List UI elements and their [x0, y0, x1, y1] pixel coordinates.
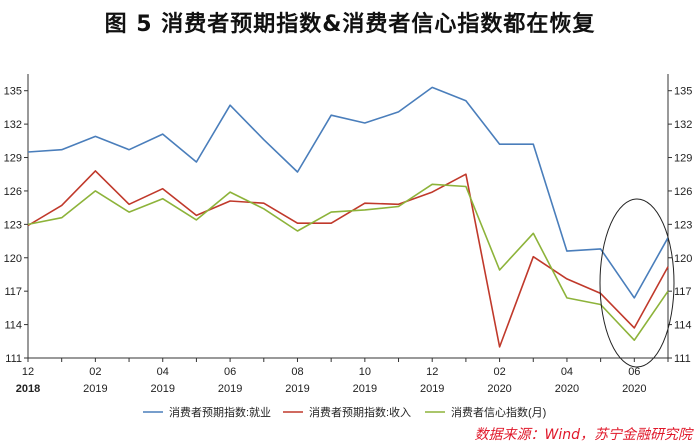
y-tick-label-right: 120	[674, 253, 692, 265]
x-year-label: 2019	[218, 383, 242, 395]
x-year-label: 2019	[83, 383, 107, 395]
x-tick-label: 06	[628, 366, 640, 378]
y-tick-label-left: 126	[4, 186, 22, 198]
series-lines	[27, 86, 669, 348]
x-tick-label: 12	[22, 366, 34, 378]
x-year-label: 2020	[555, 383, 579, 395]
x-year-label: 2020	[487, 383, 511, 395]
chart-title: 图 5 消费者预期指数&消费者信心指数都在恢复	[104, 12, 596, 37]
y-tick-label-right: 123	[674, 219, 692, 231]
y-tick-label-left: 117	[4, 286, 22, 298]
y-tick-label-left: 111	[5, 353, 22, 365]
x-tick-label: 06	[224, 366, 236, 378]
series-line-1	[27, 86, 669, 299]
x-year-label: 2018	[16, 383, 40, 395]
x-tick-label: 02	[493, 366, 505, 378]
y-tick-label-right: 132	[674, 119, 692, 131]
x-tick-label: 10	[359, 366, 371, 378]
legend-label-3: 消费者信心指数(月)	[451, 405, 546, 419]
y-tick-label-right: 135	[674, 86, 692, 98]
x-year-label: 2019	[285, 383, 309, 395]
x-tick-label: 08	[291, 366, 303, 378]
highlight-ellipse	[599, 198, 675, 368]
x-year-label: 2019	[420, 383, 444, 395]
series-line-3	[27, 183, 669, 342]
x-tick-label: 12	[426, 366, 438, 378]
y-tick-label-left: 132	[4, 119, 22, 131]
y-tick-label-left: 135	[4, 86, 22, 98]
x-year-label: 2019	[353, 383, 377, 395]
axes: 111 111 114 114 117 117 120 120 123 123 126 126 129 1…	[4, 74, 692, 395]
x-tick-label: 02	[89, 366, 101, 378]
x-tick-label: 04	[157, 366, 169, 378]
data-source: 数据来源：Wind，苏宁金融研究院	[474, 427, 693, 443]
x-year-label: 2019	[150, 383, 174, 395]
y-tick-label-left: 129	[4, 153, 22, 165]
y-tick-label-right: 126	[674, 186, 692, 198]
y-tick-label-right: 117	[674, 286, 692, 298]
y-tick-label-left: 120	[4, 253, 22, 265]
y-tick-label-left: 123	[4, 219, 22, 231]
legend-label-1: 消费者预期指数:就业	[169, 405, 271, 419]
legend: 消费者预期指数:就业 消费者预期指数:收入 消费者信心指数(月)	[143, 405, 546, 419]
legend-label-2: 消费者预期指数:收入	[309, 405, 411, 419]
x-tick-label: 04	[561, 366, 573, 378]
y-tick-label-right: 111	[674, 353, 691, 365]
series-line-2	[27, 170, 669, 348]
x-year-label: 2020	[622, 383, 646, 395]
y-tick-label-right: 129	[674, 153, 692, 165]
y-tick-label-left: 114	[4, 320, 22, 332]
y-tick-label-right: 114	[674, 320, 692, 332]
